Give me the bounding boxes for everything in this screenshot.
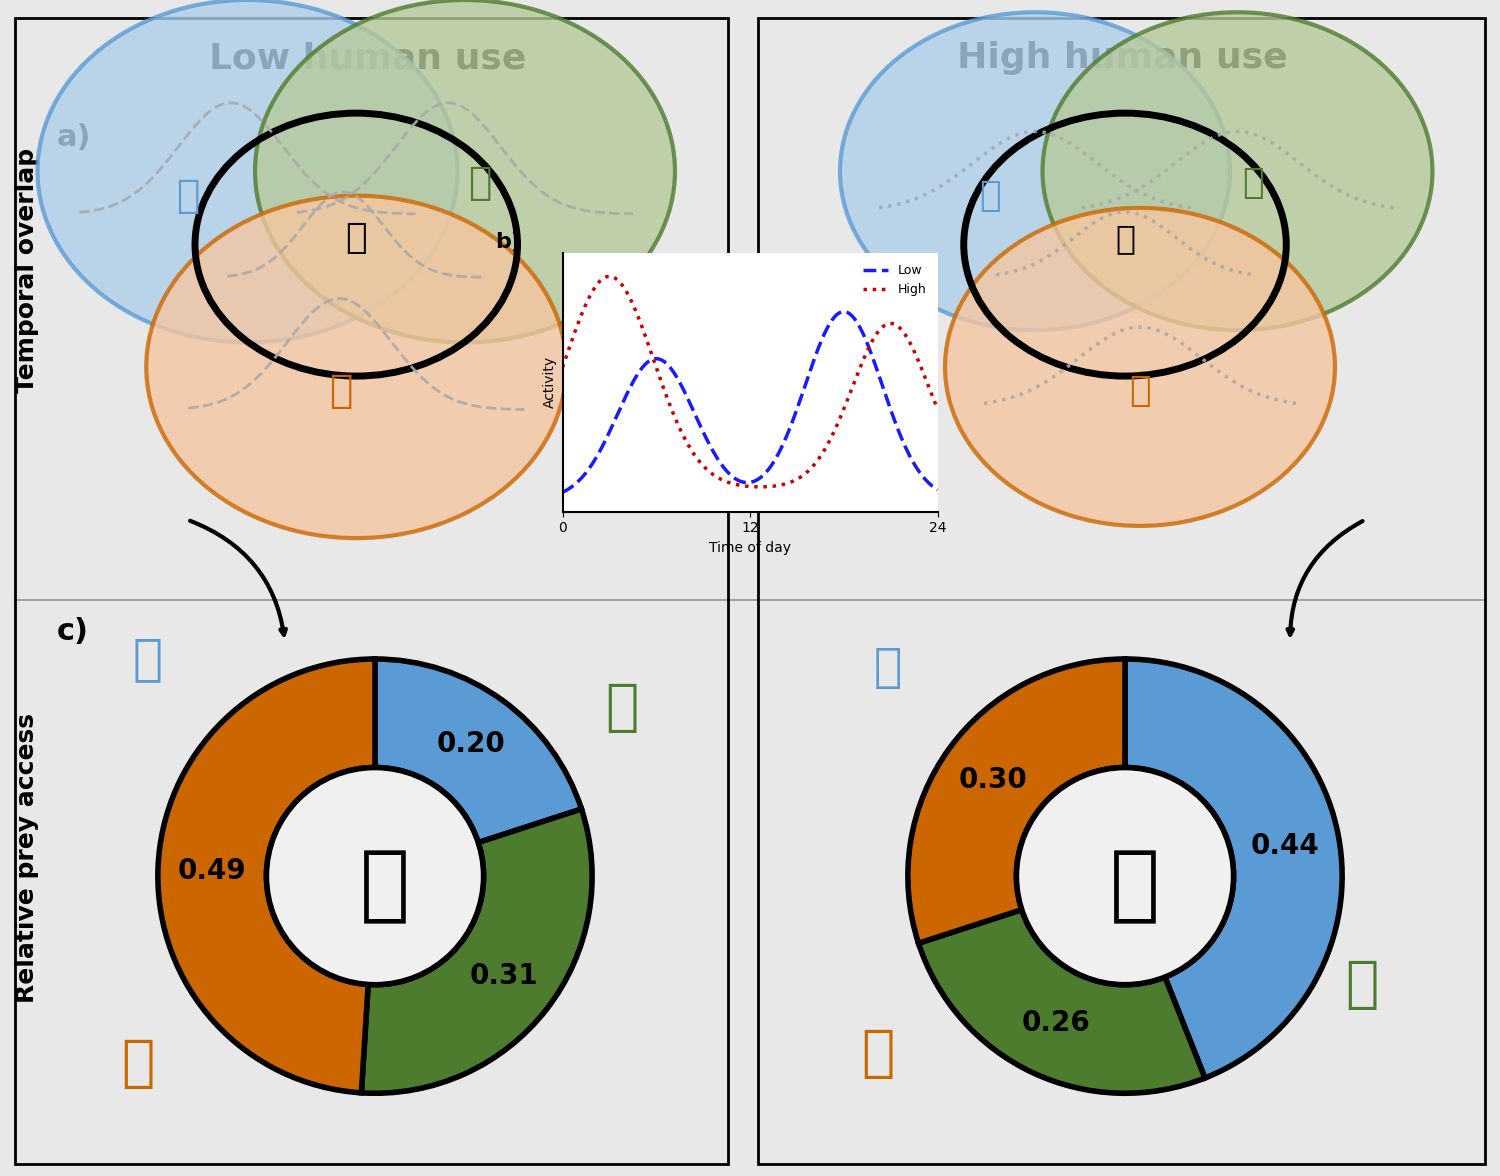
Text: 🦏: 🦏 — [874, 647, 903, 691]
Text: 🦁: 🦁 — [1110, 846, 1160, 927]
Text: 🐂: 🐂 — [1130, 374, 1150, 408]
Text: 🐂: 🐂 — [122, 1037, 154, 1090]
High — [656, 383, 674, 397]
FancyBboxPatch shape — [758, 18, 1485, 1164]
High — [928, 402, 946, 416]
Low — [834, 305, 852, 319]
Text: a): a) — [57, 123, 92, 153]
Text: 0.49: 0.49 — [178, 857, 246, 886]
High — [752, 480, 770, 494]
Text: 0.44: 0.44 — [1251, 831, 1320, 860]
Line: Low: Low — [562, 312, 938, 493]
High — [900, 334, 918, 348]
High — [554, 360, 572, 374]
Text: 🐂: 🐂 — [861, 1027, 895, 1081]
Text: 🦌: 🦌 — [1242, 167, 1263, 200]
Low — [568, 475, 586, 489]
Low — [898, 445, 916, 459]
Circle shape — [255, 0, 675, 342]
Low — [576, 467, 594, 481]
Low — [928, 483, 946, 497]
Text: c): c) — [57, 617, 88, 647]
High — [576, 299, 594, 313]
Text: b): b) — [495, 232, 520, 252]
Text: 0.30: 0.30 — [958, 767, 1028, 795]
Text: 0.26: 0.26 — [1022, 1009, 1090, 1037]
Text: Low human use: Low human use — [209, 41, 526, 75]
Low — [554, 486, 572, 500]
Text: 🦏: 🦏 — [134, 635, 164, 683]
Text: 🦌: 🦌 — [604, 681, 639, 735]
Wedge shape — [362, 809, 592, 1094]
Wedge shape — [918, 910, 1204, 1094]
High — [914, 363, 932, 377]
Text: 0.31: 0.31 — [470, 962, 538, 990]
Text: 🦏: 🦏 — [176, 176, 200, 215]
Circle shape — [1042, 12, 1432, 330]
Circle shape — [38, 0, 457, 342]
Wedge shape — [375, 659, 582, 842]
High — [600, 269, 618, 283]
Text: High human use: High human use — [957, 41, 1287, 75]
Wedge shape — [158, 659, 375, 1093]
Text: 🦁: 🦁 — [345, 221, 368, 255]
Text: 🐂: 🐂 — [330, 373, 352, 410]
Text: 0.20: 0.20 — [436, 730, 506, 759]
Wedge shape — [908, 659, 1125, 943]
Circle shape — [267, 768, 483, 984]
Text: 🦏: 🦏 — [980, 179, 1000, 213]
High — [568, 318, 586, 332]
Low — [654, 353, 672, 367]
Text: Relative prey access: Relative prey access — [15, 714, 39, 1003]
Text: 🦌: 🦌 — [1346, 957, 1378, 1011]
X-axis label: Time of day: Time of day — [710, 541, 791, 555]
Wedge shape — [1125, 659, 1342, 1078]
Text: 🦁: 🦁 — [1114, 222, 1136, 255]
Text: Temporal overlap: Temporal overlap — [15, 148, 39, 393]
Circle shape — [840, 12, 1230, 330]
Low — [622, 376, 640, 390]
Legend: Low, High: Low, High — [858, 259, 932, 301]
Circle shape — [146, 195, 567, 539]
Text: 🦌: 🦌 — [468, 165, 492, 202]
Circle shape — [945, 208, 1335, 526]
Circle shape — [1017, 768, 1233, 984]
Line: High: High — [562, 276, 938, 487]
High — [626, 300, 644, 314]
Low — [912, 467, 930, 481]
Y-axis label: Activity: Activity — [543, 356, 556, 408]
Text: 🦁: 🦁 — [360, 846, 410, 927]
FancyBboxPatch shape — [15, 18, 728, 1164]
